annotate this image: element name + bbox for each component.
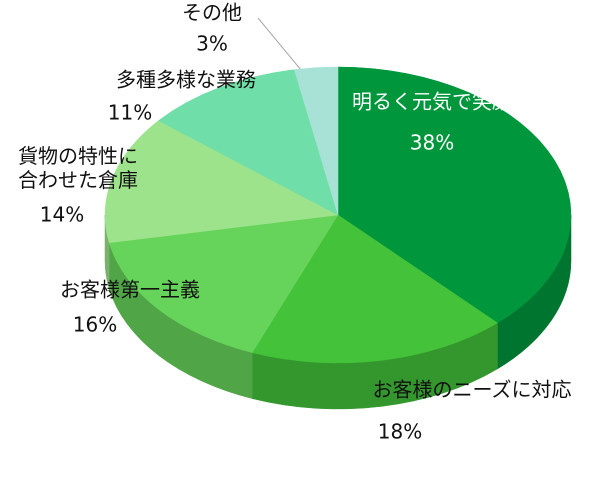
value-label: 11% (108, 101, 152, 125)
category-label: 明るく元気で笑顔 (352, 90, 512, 114)
slice (158, 69, 339, 216)
slice (251, 214, 498, 364)
category-label: 多種多様な業務 (116, 68, 256, 92)
slice (108, 214, 339, 353)
value-label: 3% (196, 32, 228, 56)
value-label: 16% (73, 313, 117, 337)
category-label: お客様のニーズに対応 (373, 378, 572, 402)
category-label: その他 (182, 1, 242, 25)
slice (294, 66, 339, 216)
slice (337, 66, 572, 324)
category-label: 貨物の特性に合わせた倉庫 (18, 144, 138, 192)
category-label: お客様第一主義 (60, 278, 200, 302)
value-label: 14% (40, 203, 84, 227)
leader-line (257, 17, 307, 77)
value-label: 38% (410, 131, 454, 155)
slice (104, 120, 339, 244)
value-label: 18% (378, 420, 422, 444)
